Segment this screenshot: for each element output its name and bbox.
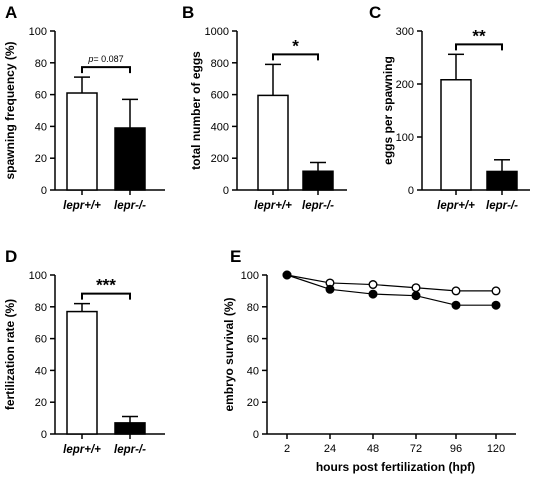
x-tick-label: 72	[410, 443, 422, 455]
panel-letter: E	[230, 247, 241, 266]
x-tick-label: 120	[487, 443, 505, 455]
significance-stars: *	[292, 36, 299, 55]
panel-D: D 0 20 40 60 80 100 fertilization rate (%) lepr+…	[3, 247, 165, 456]
bar	[257, 94, 289, 191]
panel-A: A 0 20 40 60 80 100 spawning frequency (%) lepr+…	[3, 3, 165, 212]
y-tick-label: 0	[223, 185, 229, 197]
y-tick-label: 20	[35, 397, 47, 409]
y-axis-title: fertilization rate (%)	[3, 299, 17, 410]
bar	[114, 127, 146, 191]
y-tick-label: 0	[253, 429, 259, 441]
category-label: lepr-/-	[302, 200, 334, 212]
panel-C: C 0 100 200 300 eggs per spawning lepr+/+ lepr-…	[369, 3, 530, 212]
y-tick-label: 40	[247, 365, 259, 377]
bar	[440, 79, 472, 191]
p-value-label: p= 0.087	[87, 54, 123, 64]
bar	[114, 422, 146, 435]
data-point	[411, 283, 421, 293]
x-tick-label: 48	[367, 443, 379, 455]
y-tick-label: 80	[35, 302, 47, 314]
significance-bracket	[81, 66, 131, 74]
y-tick-label: 200	[211, 153, 229, 165]
bar	[302, 170, 334, 191]
bar	[66, 310, 98, 435]
y-tick-label: 200	[396, 79, 414, 91]
y-tick-label: 0	[41, 185, 47, 197]
y-axis-title: spawning frequency (%)	[3, 41, 17, 179]
data-point	[451, 286, 461, 296]
category-label: lepr-/-	[486, 200, 518, 212]
y-tick-label: 20	[35, 153, 47, 165]
y-tick-label: 80	[35, 58, 47, 70]
y-axis-title: total number of eggs	[189, 51, 203, 170]
panel-letter: A	[5, 3, 17, 22]
category-label: lepr+/+	[437, 200, 475, 212]
panel-B: B 0 200 400 600 800 1000 total number of eggs le…	[182, 3, 347, 212]
data-point	[325, 284, 335, 294]
panel-letter: D	[5, 247, 17, 266]
y-tick-label: 800	[211, 58, 229, 70]
category-label: lepr+/+	[254, 200, 292, 212]
bar	[66, 92, 98, 191]
panel-E: E 0 20 40 60 80 100 embryo survival (%) 2 24 48 72 9…	[222, 247, 516, 474]
data-point	[368, 289, 378, 299]
y-tick-label: 0	[408, 185, 414, 197]
y-tick-label: 400	[211, 121, 229, 133]
data-point	[368, 280, 378, 290]
panel-letter: B	[182, 3, 194, 22]
series-line	[286, 274, 496, 306]
category-label: lepr+/+	[63, 444, 101, 456]
significance-bracket	[81, 292, 131, 300]
y-tick-label: 1000	[205, 26, 229, 38]
y-axis-title: eggs per spawning	[381, 56, 395, 165]
p-symbol: p	[87, 54, 93, 64]
y-tick-label: 100	[29, 26, 47, 38]
x-tick-label: 24	[324, 443, 336, 455]
category-label: lepr-/-	[114, 444, 146, 456]
y-tick-label: 60	[35, 334, 47, 346]
significance-stars: **	[472, 26, 486, 45]
data-point	[491, 286, 501, 296]
y-tick-label: 600	[211, 90, 229, 102]
y-tick-label: 100	[241, 270, 259, 282]
data-point	[491, 300, 501, 310]
bar	[486, 170, 518, 191]
data-point	[282, 270, 292, 280]
data-point	[411, 291, 421, 301]
category-label: lepr+/+	[63, 200, 101, 212]
significance-stars: ***	[96, 276, 116, 295]
panel-letter: C	[369, 3, 381, 22]
y-tick-label: 60	[35, 90, 47, 102]
y-tick-label: 40	[35, 365, 47, 377]
y-tick-label: 300	[396, 26, 414, 38]
significance-bracket	[272, 53, 319, 61]
data-point	[451, 300, 461, 310]
significance-bracket	[455, 43, 503, 51]
y-tick-label: 0	[41, 429, 47, 441]
y-tick-label: 60	[247, 334, 259, 346]
series-line	[286, 274, 496, 292]
x-tick-label: 2	[284, 443, 290, 455]
y-tick-label: 20	[247, 397, 259, 409]
x-tick-label: 96	[450, 443, 462, 455]
x-axis-title: hours post fertilization (hpf)	[316, 460, 475, 474]
y-tick-label: 100	[29, 270, 47, 282]
y-axis-title: embryo survival (%)	[222, 297, 236, 411]
category-label: lepr-/-	[114, 200, 146, 212]
y-tick-label: 80	[247, 302, 259, 314]
p-value: = 0.087	[93, 54, 123, 64]
y-tick-label: 100	[396, 132, 414, 144]
y-tick-label: 40	[35, 121, 47, 133]
